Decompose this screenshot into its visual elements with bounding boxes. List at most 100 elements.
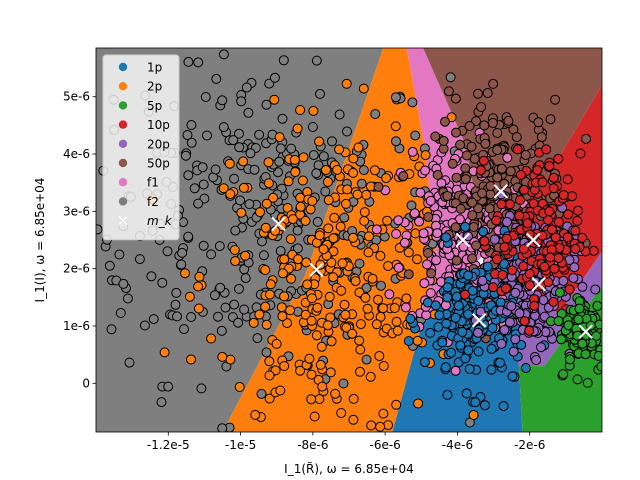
point-2p xyxy=(355,366,365,377)
point-2p xyxy=(328,233,339,244)
point-2p xyxy=(340,309,351,320)
point-20p xyxy=(536,342,546,353)
point-2p xyxy=(341,198,351,209)
point-5p xyxy=(572,374,583,385)
point-5p xyxy=(592,300,602,311)
point-2p xyxy=(295,105,306,115)
point-2p xyxy=(206,333,217,344)
point-2p xyxy=(312,302,323,313)
point-2p xyxy=(236,207,247,218)
x-tick-label: -1.2e-5 xyxy=(147,438,190,452)
point-f2 xyxy=(292,243,303,254)
legend-label-5p: 5p xyxy=(147,99,162,113)
point-f2 xyxy=(261,347,272,358)
point-1p xyxy=(473,296,484,306)
point-2p xyxy=(323,195,334,206)
point-2p xyxy=(277,311,288,322)
point-1p xyxy=(487,323,498,333)
point-f2 xyxy=(170,299,181,310)
point-f1 xyxy=(420,165,431,176)
point-10p xyxy=(588,245,599,256)
point-1p xyxy=(425,327,436,338)
point-2p xyxy=(238,156,249,167)
point-f2 xyxy=(183,170,194,181)
point-2p xyxy=(300,309,311,320)
point-2p xyxy=(326,336,337,347)
point-f2 xyxy=(258,250,269,261)
legend: 1p 2p 5p 10p 20p 50p f1 f2 m_k xyxy=(102,54,180,241)
point-1p xyxy=(451,291,462,302)
point-10p xyxy=(507,265,518,276)
point-2p xyxy=(359,216,370,226)
point-2p xyxy=(382,215,393,226)
point-f2 xyxy=(275,246,286,256)
point-2p xyxy=(375,421,386,432)
y-tick-label: 3e-6 xyxy=(63,204,90,218)
point-f2 xyxy=(315,88,325,99)
point-2p xyxy=(365,371,376,382)
point-10p xyxy=(475,165,486,176)
point-10p xyxy=(519,316,530,327)
point-2p xyxy=(321,165,331,175)
point-1p xyxy=(441,318,452,329)
point-2p xyxy=(401,293,412,304)
point-10p xyxy=(488,282,499,293)
point-10p xyxy=(501,233,512,244)
point-10p xyxy=(524,280,535,291)
point-2p xyxy=(285,234,296,245)
legend-label-50p: 50p xyxy=(147,157,170,171)
point-10p xyxy=(524,229,535,240)
point-2p xyxy=(285,305,296,316)
point-50p xyxy=(473,88,483,99)
point-10p xyxy=(501,283,511,294)
point-10p xyxy=(504,199,515,210)
point-f2 xyxy=(106,324,117,335)
point-2p xyxy=(290,167,301,178)
point-5p xyxy=(553,316,564,327)
point-f1 xyxy=(418,228,429,239)
point-2p xyxy=(391,316,402,327)
point-10p xyxy=(553,217,564,227)
point-2p xyxy=(369,165,380,176)
point-2p xyxy=(383,261,394,271)
point-f2 xyxy=(243,107,254,118)
point-f2 xyxy=(157,277,168,288)
point-2p xyxy=(295,365,306,376)
point-2p xyxy=(276,302,287,313)
point-2p xyxy=(298,152,309,163)
centroid-5p xyxy=(578,324,593,339)
point-f1 xyxy=(371,224,382,235)
point-f2 xyxy=(177,247,188,258)
legend-marker-centroid xyxy=(118,216,128,226)
point-5p xyxy=(593,351,602,361)
legend-label-2p: 2p xyxy=(147,80,162,94)
point-1p xyxy=(461,388,472,399)
point-1p xyxy=(405,313,416,324)
point-2p xyxy=(318,244,329,255)
point-1p xyxy=(434,310,445,321)
point-50p xyxy=(423,212,434,222)
point-2p xyxy=(304,353,315,364)
point-2p xyxy=(263,157,274,168)
point-2p xyxy=(355,319,366,330)
point-50p xyxy=(492,128,503,138)
point-2p xyxy=(381,173,392,184)
point-2p xyxy=(217,351,228,362)
point-50p xyxy=(447,158,458,169)
point-f2 xyxy=(218,49,229,60)
point-5p xyxy=(564,354,575,365)
point-f2 xyxy=(234,142,245,153)
point-50p xyxy=(488,78,499,89)
point-10p xyxy=(515,170,526,180)
point-5p xyxy=(582,377,593,388)
point-2p xyxy=(361,189,372,200)
point-2p xyxy=(180,268,190,279)
point-5p xyxy=(554,287,565,298)
point-10p xyxy=(544,206,555,217)
point-f2 xyxy=(338,378,349,389)
point-10p xyxy=(572,215,583,226)
point-50p xyxy=(438,135,449,146)
point-5p xyxy=(573,314,584,325)
point-5p xyxy=(556,334,567,345)
point-2p xyxy=(230,256,241,267)
